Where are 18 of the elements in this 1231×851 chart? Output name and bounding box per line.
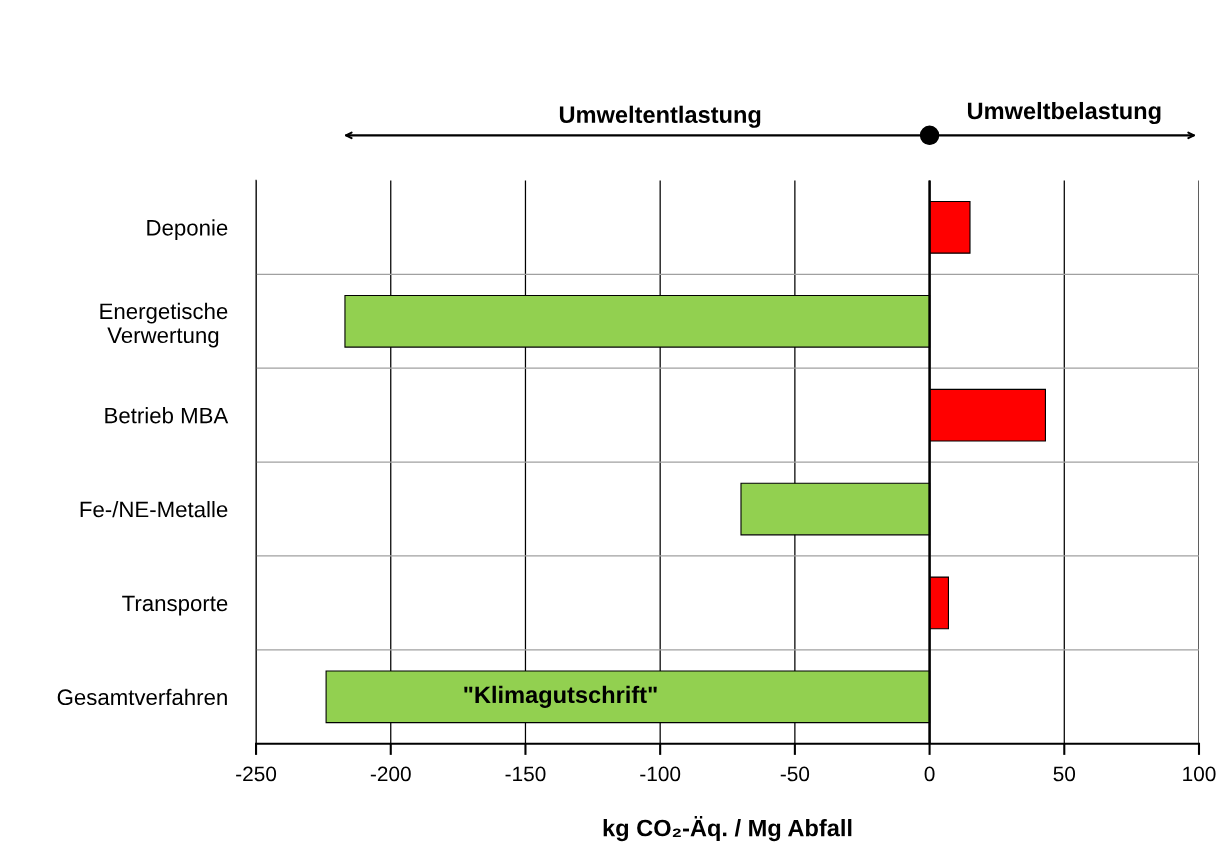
y-tick-label: Energetische Verwertung (100, 302, 228, 348)
y-tick-label: Gesamtverfahren (57, 688, 227, 706)
x-tick-label: -250 (236, 766, 277, 782)
x-tick-label: -50 (780, 766, 810, 782)
y-tick-label: Transporte (122, 595, 228, 616)
x-tick-label: 50 (1053, 766, 1076, 782)
x-tick-label: 0 (924, 766, 935, 782)
annotation: "Klimagutschrift" (464, 685, 657, 708)
x-tick-label: -150 (505, 766, 546, 782)
x-tick-label: -100 (640, 766, 681, 782)
text: Umweltbelastung (967, 101, 1161, 125)
y-tick-label: Betrieb MBA (105, 407, 229, 424)
y-tick-label: Deponie (147, 219, 228, 241)
x-axis-title: kg CO₂-Äq. / Mg Abfall (603, 815, 852, 842)
x-tick-label: -200 (370, 766, 411, 782)
text: Umweltentlastung (559, 105, 761, 128)
y-tick-label: Fe-/NE-Metalle (80, 500, 228, 518)
x-tick-label: 100 (1183, 766, 1216, 782)
